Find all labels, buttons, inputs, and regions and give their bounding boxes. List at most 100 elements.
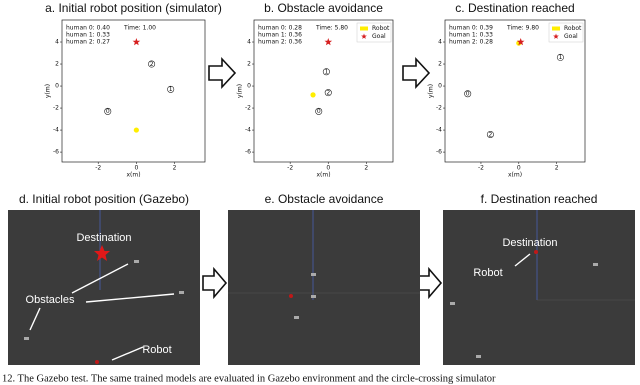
y-axis-label: y(m)	[428, 84, 435, 98]
human-marker	[167, 85, 175, 93]
screen	[228, 210, 420, 365]
annotation: human 2: 0.36	[258, 39, 302, 46]
human-label: 2	[488, 131, 492, 138]
screen-label: Destination	[76, 232, 131, 244]
x-tick-label: -2	[95, 165, 101, 172]
obstacle	[311, 273, 316, 276]
annotation: human 0: 0.28	[258, 25, 302, 32]
chart-title: c. Destination reached	[455, 1, 574, 15]
gazebo-d	[8, 210, 200, 365]
screen-label: Robot	[142, 344, 171, 356]
x-tick-label: 2	[555, 165, 559, 172]
y-tick-label: 4	[55, 39, 59, 46]
x-tick-label: 2	[364, 165, 368, 172]
human-marker	[486, 130, 494, 138]
pointer	[111, 346, 144, 361]
screen-label: Robot	[473, 267, 502, 279]
annotation: human 0: 0.40	[66, 25, 110, 32]
human-marker	[556, 53, 564, 61]
obstacle	[179, 291, 184, 294]
arrow	[208, 56, 237, 90]
y-tick-label: 2	[247, 61, 251, 68]
obstacle	[311, 295, 316, 298]
human-label: 0	[317, 108, 321, 115]
robot-marker	[310, 92, 316, 98]
panel-title: e. Obstacle avoidance	[265, 192, 384, 206]
goal-marker	[132, 38, 141, 46]
annotation: human 1: 0.33	[66, 32, 110, 39]
legend-label: Robot	[564, 25, 582, 32]
pointer	[71, 263, 129, 294]
y-tick-label: -6	[436, 149, 442, 156]
annotation: human 2: 0.27	[66, 39, 110, 46]
y-tick-label: 2	[55, 61, 59, 68]
human-marker	[324, 89, 332, 97]
obstacle	[24, 337, 29, 340]
human-marker	[148, 60, 156, 68]
human-marker	[315, 107, 323, 115]
x-tick-label: -2	[287, 165, 293, 172]
annotation: human 1: 0.36	[258, 32, 302, 39]
human-marker	[464, 90, 472, 98]
human-label: 1	[324, 69, 328, 76]
y-tick-label: -2	[53, 105, 59, 112]
y-tick-label: 0	[55, 83, 59, 90]
panel-title: d. Initial robot position (Gazebo)	[19, 192, 189, 206]
obstacle	[476, 355, 481, 358]
x-axis-label: x(m)	[316, 172, 330, 179]
y-tick-label: -2	[245, 105, 251, 112]
human-label: 0	[466, 91, 470, 98]
chart-title: b. Obstacle avoidance	[264, 1, 383, 15]
caption: 12. The Gazebo test. The same trained mo…	[2, 373, 496, 384]
chart-title: a. Initial robot position (simulator)	[45, 1, 222, 15]
goal-marker	[324, 38, 333, 46]
legend-swatch	[553, 33, 559, 39]
x-tick-label: -2	[478, 165, 484, 172]
y-tick-label: -4	[245, 127, 251, 134]
screen	[443, 210, 635, 365]
plot-area	[444, 19, 586, 163]
x-axis-label: x(m)	[126, 172, 140, 179]
robot-marker	[133, 127, 139, 133]
goal-marker	[516, 38, 525, 46]
legend-swatch	[552, 26, 560, 31]
legend-swatch	[361, 33, 367, 39]
goal-star	[94, 245, 110, 261]
panel-title: f. Destination reached	[481, 192, 598, 206]
arrow	[402, 56, 431, 90]
x-tick-label: 0	[517, 165, 521, 172]
arrow	[417, 266, 443, 300]
y-tick-label: -4	[436, 127, 442, 134]
human-label: 2	[150, 61, 154, 68]
annotation: human 2: 0.28	[449, 39, 493, 46]
x-tick-label: 2	[173, 165, 177, 172]
y-axis-label: y(m)	[45, 84, 52, 98]
human-label: 2	[326, 89, 330, 96]
pointer	[29, 307, 41, 331]
screen	[8, 210, 200, 365]
arrows	[202, 56, 443, 300]
x-tick-label: 0	[326, 165, 330, 172]
annotation: human 1: 0.33	[449, 32, 493, 39]
y-tick-label: 0	[438, 83, 442, 90]
x-tick-label: 0	[134, 165, 138, 172]
human-marker	[104, 107, 112, 115]
pointer	[85, 293, 175, 303]
screen-label: Obstacles	[26, 294, 75, 306]
robot	[289, 294, 293, 298]
human-label: 1	[558, 54, 562, 61]
arrow	[202, 266, 228, 300]
y-axis-label: y(m)	[237, 84, 244, 98]
annotation: human 0: 0.39	[449, 25, 493, 32]
screen-label: Destination	[502, 237, 557, 249]
human-marker	[322, 68, 330, 76]
obstacle	[450, 302, 455, 305]
y-tick-label: -4	[53, 127, 59, 134]
human-label: 1	[169, 86, 173, 93]
gazebo-e	[228, 210, 420, 365]
gazebo-f	[443, 210, 635, 365]
y-tick-label: -6	[53, 149, 59, 156]
y-tick-label: 0	[247, 83, 251, 90]
